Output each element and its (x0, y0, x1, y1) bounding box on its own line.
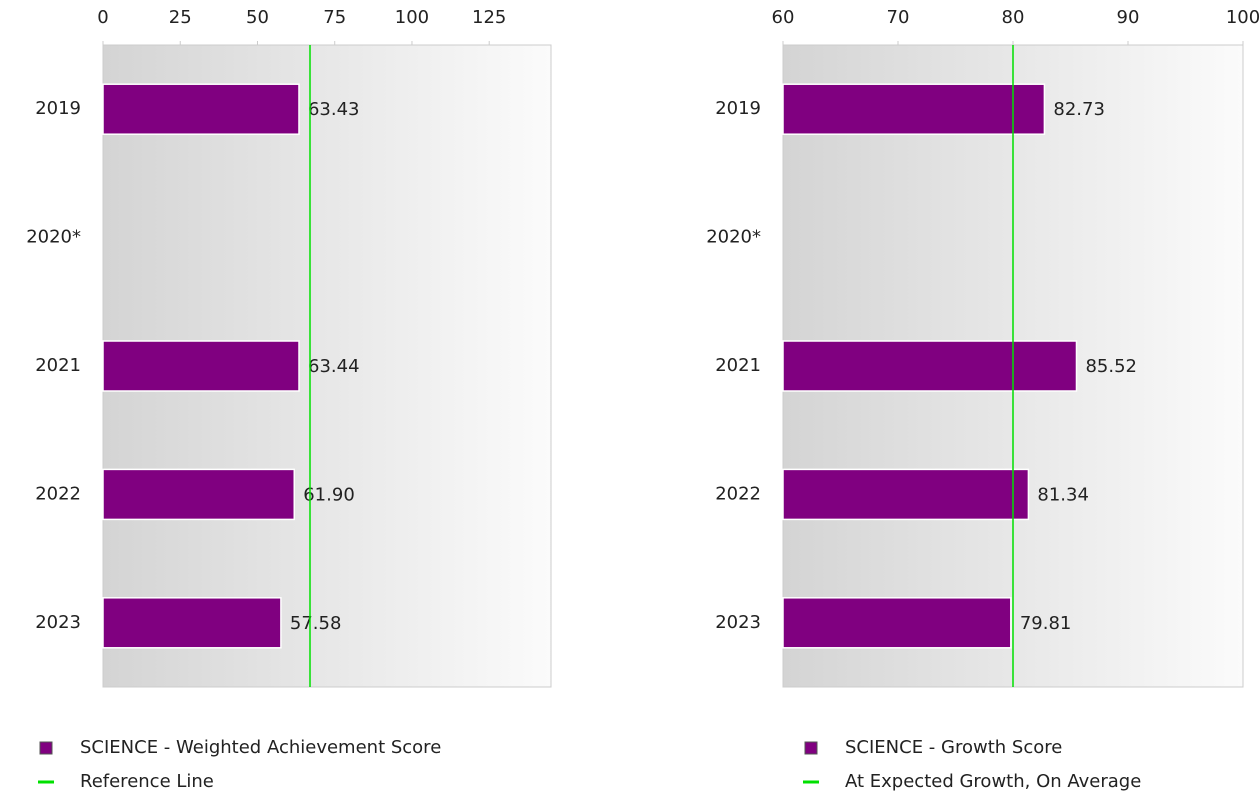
x-tick-label: 100 (395, 7, 429, 28)
legend-swatch (39, 741, 53, 755)
y-tick-label: 2022 (715, 483, 761, 504)
legend-label: At Expected Growth, On Average (845, 771, 1141, 792)
x-tick-label: 100 (1226, 7, 1259, 28)
legend-label: SCIENCE - Growth Score (845, 737, 1062, 758)
bar (102, 468, 295, 521)
x-tick-label: 125 (472, 7, 506, 28)
value-label: 63.44 (308, 356, 360, 377)
bar (782, 83, 1046, 135)
value-label: 81.34 (1037, 484, 1089, 505)
x-tick-label: 70 (887, 7, 910, 28)
x-tick-label: 25 (169, 7, 192, 28)
x-tick-label: 50 (246, 7, 269, 28)
y-tick-label: 2022 (35, 483, 81, 504)
legend-label: SCIENCE - Weighted Achievement Score (80, 737, 441, 758)
bar (782, 468, 1030, 521)
x-tick-label: 75 (323, 7, 346, 28)
x-tick-label: 90 (1117, 7, 1140, 28)
y-tick-label: 2023 (35, 612, 81, 633)
x-tick-label: 0 (97, 7, 108, 28)
legend-swatch (804, 741, 818, 755)
x-tick-label: 80 (1002, 7, 1025, 28)
bar (102, 340, 300, 392)
y-tick-label: 2021 (715, 355, 761, 376)
value-label: 61.90 (303, 484, 355, 505)
y-tick-label: 2019 (35, 98, 81, 119)
y-tick-label: 2023 (715, 612, 761, 633)
bar (782, 340, 1078, 392)
value-label: 85.52 (1085, 356, 1137, 377)
bar (102, 597, 282, 649)
y-tick-label: 2020* (706, 227, 761, 248)
bar (102, 83, 300, 135)
y-tick-label: 2021 (35, 355, 81, 376)
value-label: 82.73 (1053, 99, 1105, 120)
value-label: 57.58 (290, 613, 342, 634)
legend-label: Reference Line (80, 771, 214, 792)
bar (782, 597, 1012, 649)
y-tick-label: 2019 (715, 98, 761, 119)
y-tick-label: 2020* (26, 227, 81, 248)
x-tick-label: 60 (772, 7, 795, 28)
value-label: 63.43 (308, 99, 360, 120)
value-label: 79.81 (1020, 613, 1072, 634)
